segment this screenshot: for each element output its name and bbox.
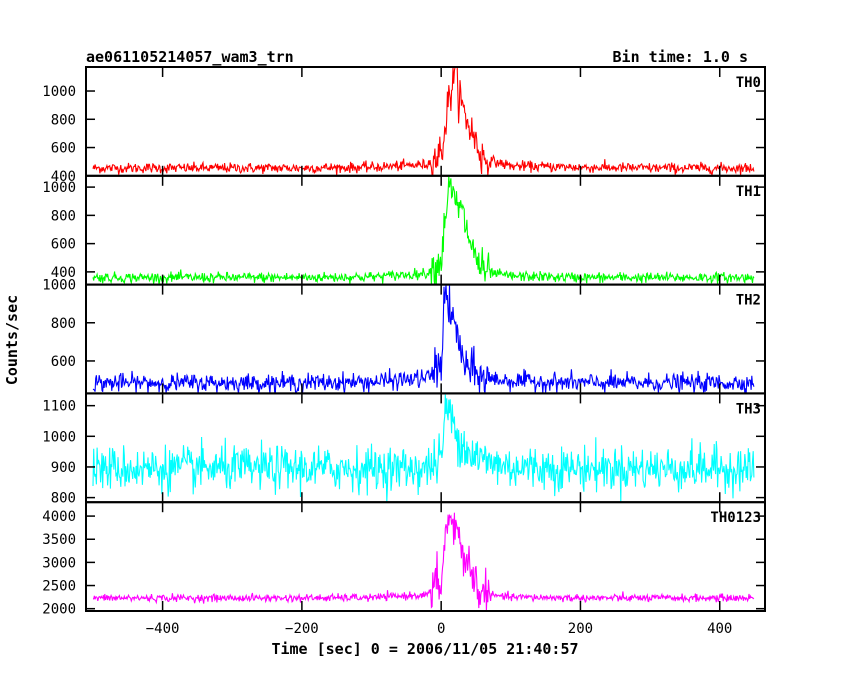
y-tick-label: 400 xyxy=(51,169,76,185)
y-tick-label: 2000 xyxy=(42,602,76,618)
panel-frame xyxy=(85,66,766,177)
panel-frame xyxy=(85,174,766,286)
x-tick-label: 0 xyxy=(437,621,445,637)
y-tick-label: 400 xyxy=(51,265,76,281)
y-tick-label: 800 xyxy=(51,112,76,128)
bin-time-label: Bin time: 1.0 s xyxy=(613,48,748,66)
x-tick-label: 400 xyxy=(707,621,732,637)
panel-frame xyxy=(85,501,766,613)
y-tick-label: 4000 xyxy=(42,509,76,525)
series-line-th3 xyxy=(92,394,755,503)
y-tick-label: 2500 xyxy=(42,579,76,595)
y-tick-label: 1000 xyxy=(42,180,76,196)
y-tick-label: 1000 xyxy=(42,278,76,294)
x-tick-label: 200 xyxy=(568,621,593,637)
x-tick-label: −400 xyxy=(146,621,180,637)
series-line-th0123 xyxy=(92,512,755,612)
y-tick-label: 600 xyxy=(51,141,76,157)
y-tick-label: 3000 xyxy=(42,555,76,571)
y-tick-label: 1000 xyxy=(42,84,76,100)
y-tick-label: 800 xyxy=(51,208,76,224)
y-tick-label: 600 xyxy=(51,237,76,253)
panel-label-th0123: TH0123 xyxy=(710,510,761,526)
panel-label-th0: TH0 xyxy=(736,75,761,91)
y-tick-label: 1000 xyxy=(42,429,76,445)
y-tick-label: 900 xyxy=(51,460,76,476)
y-tick-label: 1100 xyxy=(42,399,76,415)
x-axis-label: Time [sec] 0 = 2006/11/05 21:40:57 xyxy=(271,640,578,658)
panels-group: 400 600 800 1000 TH0 400 600 800 1000 TH1 600 800 10… xyxy=(42,66,766,637)
y-tick-label: 3500 xyxy=(42,532,76,548)
y-tick-label: 800 xyxy=(51,491,76,507)
panel-label-th3: TH3 xyxy=(736,401,761,417)
x-tick-label: −200 xyxy=(285,621,319,637)
y-axis-label: Counts/sec xyxy=(3,295,21,385)
panel-label-th2: TH2 xyxy=(736,293,761,309)
y-tick-label: 800 xyxy=(51,316,76,332)
chart-title: ae061105214057_wam3_trn xyxy=(86,48,294,66)
series-line-th0 xyxy=(92,67,755,176)
series-line-th2 xyxy=(92,284,755,394)
panel-label-th1: TH1 xyxy=(736,184,761,200)
y-tick-label: 600 xyxy=(51,354,76,370)
series-line-th1 xyxy=(92,175,755,285)
